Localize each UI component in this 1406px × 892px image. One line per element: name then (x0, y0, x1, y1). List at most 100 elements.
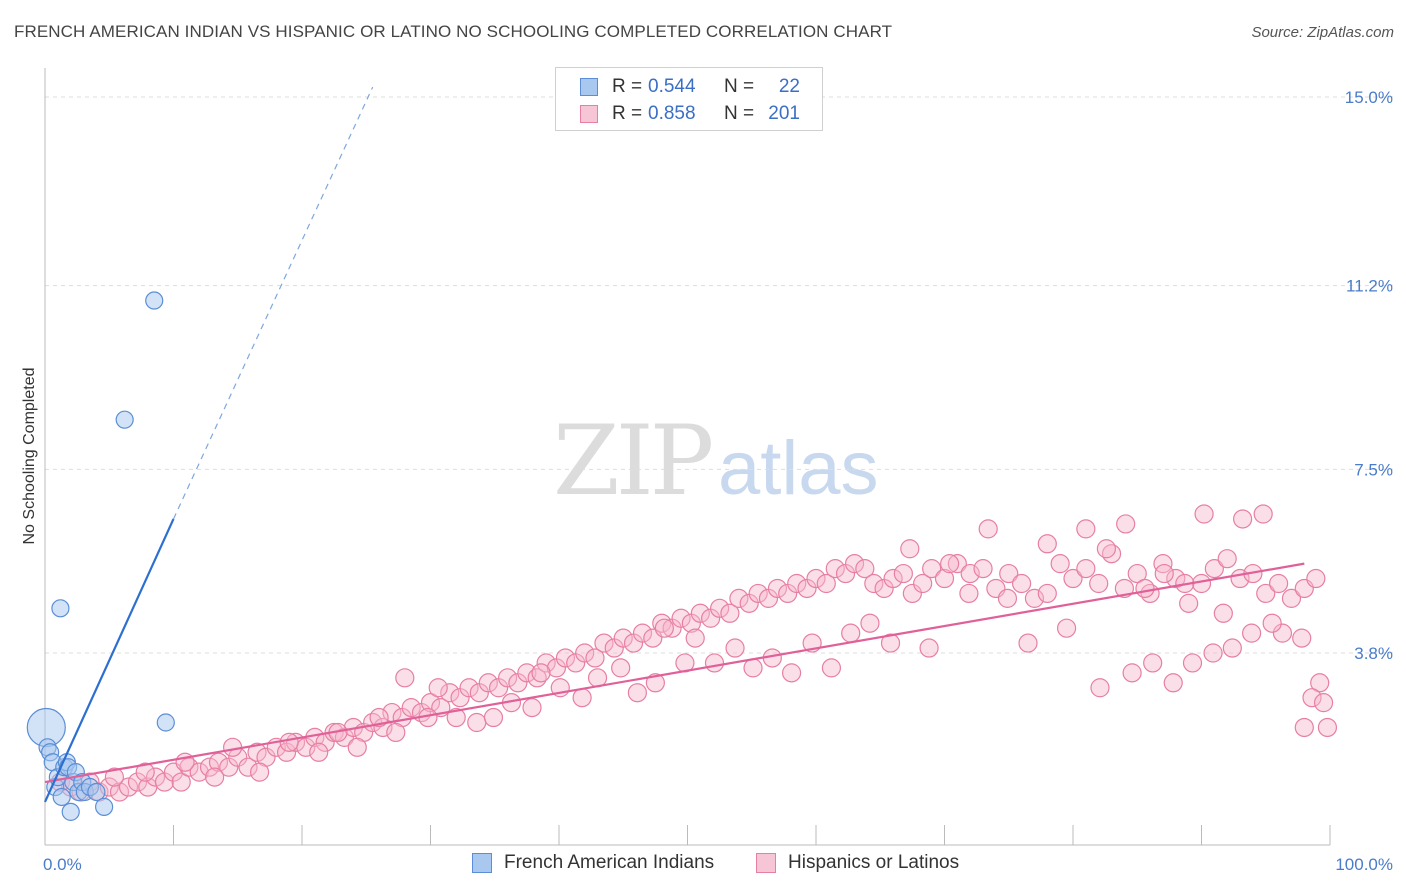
legend-r-value: 0.544 (648, 76, 696, 97)
hispanic-point (632, 623, 653, 643)
hispanic-point (710, 598, 730, 618)
hispanic-point (855, 559, 875, 579)
hispanic-point (1203, 643, 1223, 663)
hispanic-point (1076, 519, 1096, 539)
series-label-blue: French American Indians (504, 852, 715, 873)
hispanic-point (922, 559, 942, 579)
french-american-indian-point (145, 291, 164, 310)
hispanic-point (1306, 568, 1326, 589)
hispanic-point (806, 568, 826, 589)
hispanic-point (880, 633, 901, 653)
hispanic-point (997, 588, 1018, 608)
hispanic-point (572, 688, 592, 708)
hispanic-point (671, 608, 691, 628)
legend-n-label: N = (724, 76, 755, 97)
french-american-indian-point (115, 410, 134, 429)
hispanic-point (1194, 504, 1214, 524)
hispanic-point (627, 683, 647, 703)
hispanic-point (1089, 573, 1109, 594)
hispanic-point (1222, 638, 1242, 658)
hispanic-point (205, 767, 225, 787)
hispanic-point (1179, 593, 1199, 613)
hispanic-point (127, 772, 148, 792)
hispanic-point (1063, 568, 1083, 589)
hispanic-point (720, 603, 740, 623)
hispanic-point (1233, 509, 1253, 529)
hispanic-point (729, 588, 749, 608)
hispanic-point (1204, 559, 1224, 579)
hispanic-point (1292, 628, 1312, 648)
french-american-indian-point (61, 802, 80, 821)
hispanic-point (369, 707, 389, 728)
hispanic-point (522, 698, 542, 718)
hispanic-point (386, 722, 406, 743)
hispanic-point (440, 683, 460, 703)
hispanic-point (919, 638, 939, 658)
french-american-indian-point (87, 782, 106, 802)
x-tick-label: 100.0% (1335, 855, 1393, 874)
hispanic-point (860, 613, 880, 633)
hispanic-point (1242, 623, 1262, 643)
hispanic-point (781, 663, 802, 683)
hispanic-point (913, 573, 933, 594)
hispanic-point (401, 698, 421, 718)
hispanic-point (1018, 633, 1038, 653)
hispanic-point (690, 603, 710, 623)
y-tick-label: 11.2% (1346, 277, 1393, 296)
hispanic-point (743, 658, 763, 678)
hispanic-point (841, 623, 861, 643)
hispanic-point (467, 712, 487, 733)
hispanic-point (1056, 618, 1077, 638)
hispanic-point (1037, 534, 1057, 554)
french-american-indian-point (95, 797, 114, 816)
hispanic-point (816, 573, 836, 594)
hispanic-point (1313, 693, 1334, 713)
hispanic-point (1253, 504, 1273, 524)
hispanic-point (611, 658, 631, 678)
hispanic-point (420, 693, 441, 713)
hispanic-point (960, 563, 980, 584)
hispanic-point (1317, 717, 1338, 738)
hispanic-point (767, 578, 788, 599)
hispanic-point (821, 658, 842, 678)
hispanic-point (704, 653, 725, 673)
hispanic-point (1163, 673, 1183, 693)
hispanic-point (893, 563, 913, 584)
watermark-atlas: atlas (718, 426, 879, 511)
hispanic-trend-line (44, 562, 1305, 784)
hispanic-point (247, 742, 267, 762)
hispanic-point (594, 633, 614, 653)
french-trend-extension (172, 86, 374, 520)
hispanic-point (883, 568, 903, 589)
hispanic-point (1256, 583, 1276, 604)
hispanic-point (978, 519, 998, 539)
watermark-zip: ZIP (553, 405, 714, 517)
hispanic-point (1154, 563, 1174, 584)
hispanic-point (109, 782, 130, 802)
legend-n-label: N = (724, 103, 755, 124)
hispanic-point (483, 707, 504, 728)
x-tick-label: 0.0% (43, 855, 82, 874)
hispanic-point (208, 752, 229, 772)
hispanic-point (1096, 539, 1117, 559)
hispanic-point (999, 563, 1019, 584)
y-tick-label: 3.8% (1354, 644, 1393, 663)
hispanic-point (249, 762, 270, 782)
hispanic-point (1268, 573, 1289, 594)
hispanic-point (613, 628, 633, 648)
hispanic-point (555, 648, 576, 668)
hispanic-point (934, 568, 955, 589)
hispanic-point (1024, 588, 1045, 608)
hispanic-point (189, 762, 209, 782)
hispanic-point (1281, 588, 1302, 608)
french-american-indian-point (52, 787, 71, 807)
hispanic-point (395, 668, 415, 688)
hispanic-point (1302, 688, 1322, 708)
legend-row-pink: R = 0.858 N = 201 (580, 100, 800, 128)
hispanic-point (1135, 578, 1155, 599)
hispanic-point (1182, 653, 1203, 673)
hispanic-point (1217, 549, 1237, 569)
legend-r-value: 0.858 (648, 103, 696, 124)
series-legend: French American Indians Hispanics or Lat… (0, 852, 1406, 876)
